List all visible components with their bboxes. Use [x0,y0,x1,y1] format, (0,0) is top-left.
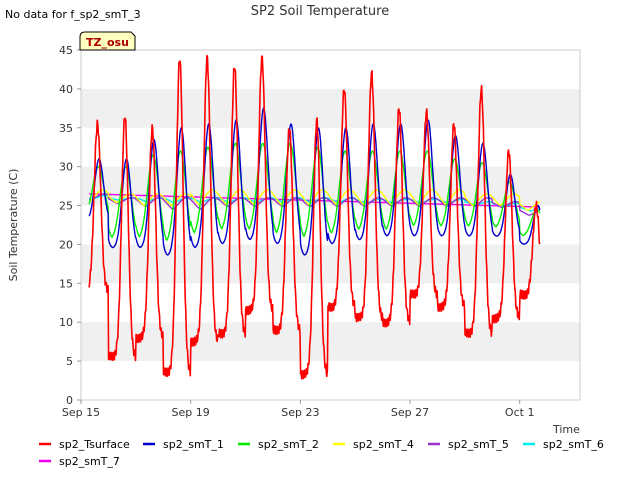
legend-label-sp2_Tsurface: sp2_Tsurface [59,438,130,451]
y-axis-label: Soil Temperature (C) [7,169,20,282]
plot-frame [80,49,581,401]
tz-badge: TZ_osu [79,31,136,51]
x-tick-label: Sep 19 [172,406,210,419]
series-lines [88,54,541,380]
y-tick-label: 15 [59,277,73,290]
y-tick-label: 20 [59,238,73,251]
x-tick-label: Sep 27 [391,406,429,419]
legend-label-sp2_smT_6: sp2_smT_6 [543,438,604,451]
y-tick-label: 45 [59,44,73,57]
legend-label-sp2_smT_1: sp2_smT_1 [163,438,224,451]
legend: sp2_Tsurface sp2_smT_1 sp2_smT_2 sp2_smT_4 s… [39,438,604,468]
y-tick-label: 30 [59,161,73,174]
x-tick-label: Sep 15 [62,406,100,419]
grid-band [81,322,580,362]
no-data-note: No data for f_sp2_smT_3 [5,8,141,21]
legend-label-sp2_smT_5: sp2_smT_5 [448,438,509,451]
x-axis: Sep 15 Sep 19 Sep 23 Sep 27 Oct 1 [62,400,535,419]
x-axis-label: Time [552,423,580,436]
plot-background-bands [81,88,580,362]
legend-label-sp2_smT_4: sp2_smT_4 [353,438,414,451]
y-tick-label: 25 [59,200,73,213]
legend-label-sp2_smT_7: sp2_smT_7 [59,455,120,468]
y-tick-label: 10 [59,316,73,329]
chart-title: SP2 Soil Temperature [251,4,389,19]
y-tick-label: 0 [66,394,73,407]
y-axis: 0 5 10 15 20 25 30 35 40 45 [59,44,81,407]
y-tick-label: 5 [66,355,73,368]
x-tick-label: Sep 23 [281,406,319,419]
grid-band [81,88,580,128]
x-tick-label: Oct 1 [505,406,535,419]
legend-label-sp2_smT_2: sp2_smT_2 [258,438,319,451]
grid-band [81,244,580,284]
y-tick-label: 35 [59,122,73,135]
tz-badge-label: TZ_osu [86,36,129,49]
tz-badge-box [79,31,136,51]
y-tick-label: 40 [59,83,73,96]
series-line-sp2_Tsurface [88,54,541,380]
